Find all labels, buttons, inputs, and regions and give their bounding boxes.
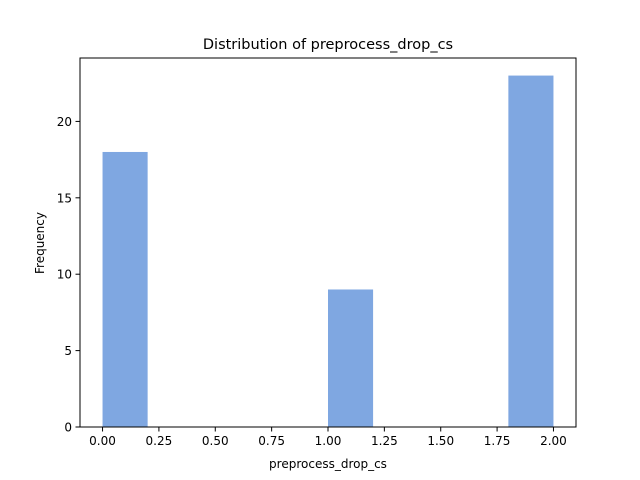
x-tick-label: 0.75 (258, 434, 285, 448)
x-tick-label: 2.00 (540, 434, 567, 448)
x-tick-label: 0.25 (146, 434, 173, 448)
chart-title: Distribution of preprocess_drop_cs (203, 37, 453, 53)
x-tick-label: 0.50 (202, 434, 229, 448)
x-tick-label: 1.25 (371, 434, 398, 448)
x-tick-label: 1.00 (315, 434, 342, 448)
x-tick-label: 1.75 (484, 434, 511, 448)
histogram-bar (508, 75, 554, 428)
y-tick-label: 0 (64, 421, 72, 435)
y-tick-label: 15 (57, 191, 72, 205)
y-tick-label: 20 (57, 115, 72, 129)
y-tick-label: 10 (57, 268, 72, 282)
bars-group (102, 75, 554, 428)
x-axis-label: preprocess_drop_cs (269, 457, 387, 471)
x-tick-label: 1.50 (427, 434, 454, 448)
y-tick-label: 5 (64, 344, 72, 358)
x-axis-ticks: 0.00 0.25 0.50 0.75 1.00 1.25 1.50 1.75 2.00 (89, 427, 567, 448)
y-axis-label: Frequency (33, 212, 47, 274)
plot-frame (79, 57, 577, 428)
histogram-bar (102, 151, 148, 428)
y-axis-ticks: 0 5 10 15 20 (57, 115, 80, 435)
histogram-bar (328, 289, 374, 427)
x-tick-label: 0.00 (89, 434, 116, 448)
